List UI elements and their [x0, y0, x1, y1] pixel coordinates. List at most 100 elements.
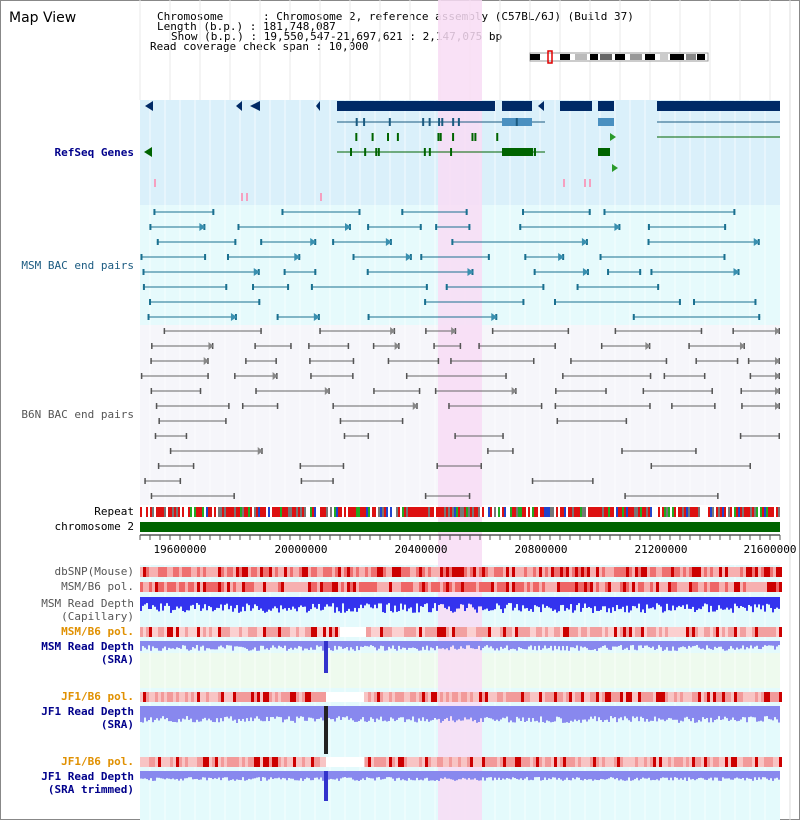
- depth-bar: [304, 597, 306, 607]
- depth-bar: [748, 641, 750, 649]
- track-label-jf1-depth-sra-sub[interactable]: (SRA): [100, 718, 134, 731]
- heat-cell: [281, 627, 284, 637]
- track-label-jf1-b6-pol-2[interactable]: JF1/B6 pol.: [61, 755, 134, 768]
- depth-bar: [348, 641, 350, 651]
- depth-bar: [202, 771, 204, 778]
- depth-bar: [606, 641, 608, 648]
- heat-cell: [767, 567, 770, 577]
- heat-cell: [326, 567, 329, 577]
- track-label-msm-depth-sra[interactable]: MSM Read Depth: [41, 640, 134, 653]
- depth-bar: [308, 706, 310, 718]
- heat-cell: [191, 567, 194, 577]
- depth-bar: [662, 706, 664, 720]
- depth-bar: [712, 597, 714, 612]
- heat-cell: [503, 627, 506, 637]
- repeat-element: [302, 507, 304, 517]
- bac-arrow: [775, 357, 780, 365]
- bac-end: [758, 314, 761, 320]
- track-label-msm-b6-pol-2[interactable]: MSM/B6 pol.: [61, 625, 134, 638]
- depth-bar: [686, 597, 688, 605]
- depth-bar: [670, 641, 672, 651]
- depth-bar: [356, 641, 358, 647]
- depth-bar: [668, 771, 670, 781]
- heat-cell: [368, 567, 371, 577]
- depth-bar: [552, 597, 554, 611]
- heat-cell: [473, 627, 476, 637]
- heat-cell: [674, 582, 677, 592]
- depth-bar: [538, 706, 540, 723]
- exon: [457, 118, 460, 126]
- heat-cell: [620, 692, 623, 702]
- depth-bar: [140, 597, 142, 611]
- depth-bar: [740, 597, 742, 606]
- track-label-jf1-b6-pol[interactable]: JF1/B6 pol.: [61, 690, 134, 703]
- heat-cell: [170, 567, 173, 577]
- depth-bar: [650, 597, 652, 609]
- heat-cell: [308, 567, 311, 577]
- track-label-msm-b6-pol[interactable]: MSM/B6 pol.: [61, 580, 134, 593]
- depth-bar: [336, 641, 338, 650]
- depth-bar: [778, 641, 780, 646]
- depth-bar: [390, 641, 392, 649]
- heat-cell: [518, 757, 521, 767]
- depth-bar: [770, 597, 772, 608]
- heat-cell: [572, 757, 575, 767]
- depth-bar: [416, 597, 418, 604]
- track-label-refseq[interactable]: RefSeq Genes: [54, 146, 134, 159]
- depth-bar: [496, 597, 498, 604]
- track-label-jf1-depth-trimmed-sub[interactable]: (SRA trimmed): [47, 783, 134, 796]
- track-label-msm-depth-capillary-sub[interactable]: (Capillary): [61, 610, 134, 623]
- depth-bar: [644, 641, 646, 646]
- heat-cell: [515, 627, 518, 637]
- depth-bar: [376, 771, 378, 778]
- depth-bar: [150, 771, 152, 779]
- bac-end: [290, 343, 292, 349]
- track-label-msm-depth-sra-sub[interactable]: (SRA): [100, 653, 134, 666]
- heat-cell: [143, 567, 146, 577]
- heat-cell: [557, 627, 560, 637]
- depth-bar: [748, 597, 750, 605]
- track-label-msm-bac[interactable]: MSM BAC end pairs: [21, 259, 134, 272]
- chromosome-bar: [140, 522, 780, 532]
- depth-bar: [458, 597, 460, 609]
- repeat-element: [580, 507, 582, 517]
- depth-bar: [714, 597, 716, 612]
- depth-bar: [330, 706, 332, 720]
- depth-bar: [410, 771, 412, 780]
- repeat-element: [166, 507, 168, 517]
- depth-bar: [282, 706, 284, 723]
- heat-cell: [629, 757, 632, 767]
- track-label-chromosome[interactable]: chromosome 2: [54, 520, 134, 533]
- ideogram-band: [645, 54, 655, 60]
- track-label-jf1-depth-trimmed[interactable]: JF1 Read Depth: [41, 770, 134, 783]
- track-label-dbsnp[interactable]: dbSNP(Mouse): [54, 565, 134, 578]
- depth-bar: [500, 771, 502, 780]
- ideogram-band: [590, 54, 598, 60]
- bac-end: [228, 403, 230, 409]
- heat-cell: [314, 757, 317, 767]
- heat-cell: [590, 692, 593, 702]
- repeat-element: [214, 507, 216, 517]
- depth-bar: [344, 641, 346, 649]
- depth-bar: [142, 706, 144, 723]
- gap: [326, 692, 364, 702]
- repeat-element: [768, 507, 770, 517]
- depth-bar: [142, 641, 144, 647]
- depth-bar: [698, 597, 700, 609]
- track-label-jf1-depth-sra[interactable]: JF1 Read Depth: [41, 705, 134, 718]
- heat-cell: [446, 692, 449, 702]
- depth-bar: [290, 771, 292, 779]
- heat-cell: [395, 757, 398, 767]
- depth-bar: [470, 771, 472, 780]
- heat-cell: [200, 582, 203, 592]
- track-label-msm-depth-capillary[interactable]: MSM Read Depth: [41, 597, 134, 610]
- track-label-b6n-bac[interactable]: B6N BAC end pairs: [21, 408, 134, 421]
- heat-cell: [698, 627, 701, 637]
- depth-bar: [182, 706, 184, 719]
- depth-bar: [560, 641, 562, 651]
- bac-end: [531, 478, 534, 484]
- track-label-repeat[interactable]: Repeat: [94, 505, 134, 518]
- depth-bar: [684, 597, 686, 609]
- heat-cell: [230, 582, 233, 592]
